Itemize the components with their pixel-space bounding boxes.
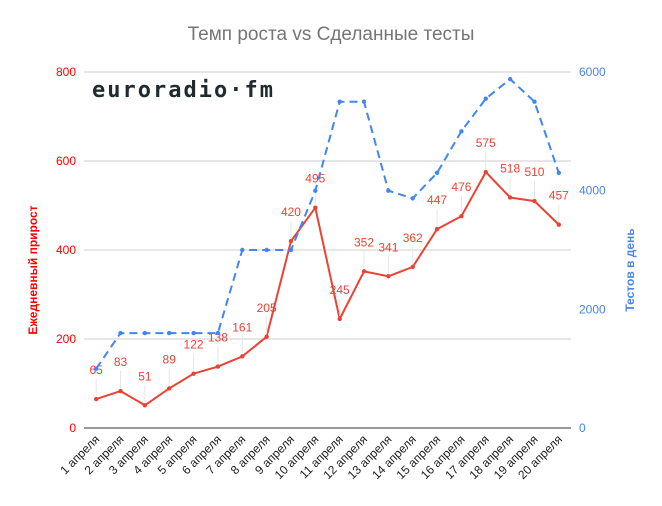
- data-point: [167, 386, 172, 391]
- right-axis-tick: 0: [579, 421, 586, 435]
- data-point: [483, 96, 488, 101]
- data-label: 51: [138, 369, 152, 383]
- data-point: [288, 238, 294, 244]
- data-point: [118, 388, 123, 394]
- data-label: 476: [451, 180, 471, 194]
- data-label: 420: [281, 205, 301, 219]
- euroradio-logo: euroradio·fm: [92, 78, 275, 103]
- data-point: [386, 274, 391, 279]
- data-label: 447: [427, 193, 447, 207]
- data-point: [264, 334, 269, 339]
- data-point: [191, 330, 196, 336]
- data-point: [191, 371, 196, 376]
- logo-text: euroradio·fm: [92, 78, 275, 103]
- data-label: 510: [524, 165, 544, 179]
- data-point: [118, 330, 123, 336]
- data-point: [532, 198, 537, 204]
- tests-line: [95, 78, 560, 370]
- data-point: [556, 222, 562, 227]
- left-axis-tick: 400: [56, 243, 76, 257]
- data-point: [386, 188, 391, 193]
- data-point: [459, 213, 464, 219]
- data-label: 457: [549, 189, 569, 203]
- right-axis-tick: 2000: [579, 302, 606, 316]
- data-point: [240, 247, 245, 253]
- data-point: [410, 196, 415, 201]
- data-label: 341: [378, 240, 398, 254]
- data-label: 161: [232, 320, 252, 334]
- right-axis-title: Тестов в день: [623, 228, 637, 311]
- data-label: 89: [163, 352, 177, 366]
- data-label: 362: [403, 231, 423, 245]
- data-point: [507, 195, 513, 200]
- left-axis-tick: 800: [56, 65, 76, 79]
- data-point: [361, 269, 367, 274]
- data-point: [240, 354, 245, 359]
- data-point: [313, 188, 318, 193]
- right-axis-tick: 4000: [579, 184, 606, 198]
- data-point: [93, 366, 99, 371]
- data-point: [215, 330, 221, 336]
- data-label: 518: [500, 161, 520, 175]
- data-point: [337, 99, 342, 104]
- right-axis-tick: 6000: [579, 65, 606, 79]
- data-label: 495: [305, 172, 325, 186]
- daily-growth-line: [95, 171, 560, 407]
- left-axis-title: Ежедневный прирост: [26, 205, 40, 334]
- data-point: [434, 226, 440, 232]
- data-label: 352: [354, 235, 374, 249]
- data-label: 575: [476, 136, 496, 150]
- data-point: [93, 396, 99, 402]
- data-point: [434, 170, 440, 176]
- data-point: [532, 99, 537, 104]
- chart-title: Темп роста vs Сделанные тесты: [187, 24, 475, 45]
- data-label: 245: [330, 283, 350, 297]
- left-axis-tick: 600: [56, 154, 76, 168]
- data-point: [142, 403, 148, 408]
- data-point: [459, 129, 464, 134]
- data-point: [507, 76, 513, 82]
- data-point: [483, 169, 488, 175]
- data-point: [142, 330, 148, 336]
- data-point: [167, 330, 172, 336]
- data-point: [313, 205, 318, 210]
- left-axis-tick: 0: [69, 421, 76, 435]
- data-point: [264, 247, 269, 253]
- data-point: [288, 247, 294, 253]
- data-point: [556, 170, 562, 176]
- data-point: [337, 316, 342, 322]
- left-axis-tick: 200: [56, 332, 76, 346]
- data-label: 122: [184, 338, 204, 352]
- data-label: 83: [114, 355, 128, 369]
- data-point: [215, 364, 221, 369]
- data-label: 205: [257, 301, 277, 315]
- data-point: [410, 264, 415, 270]
- data-point: [361, 99, 367, 104]
